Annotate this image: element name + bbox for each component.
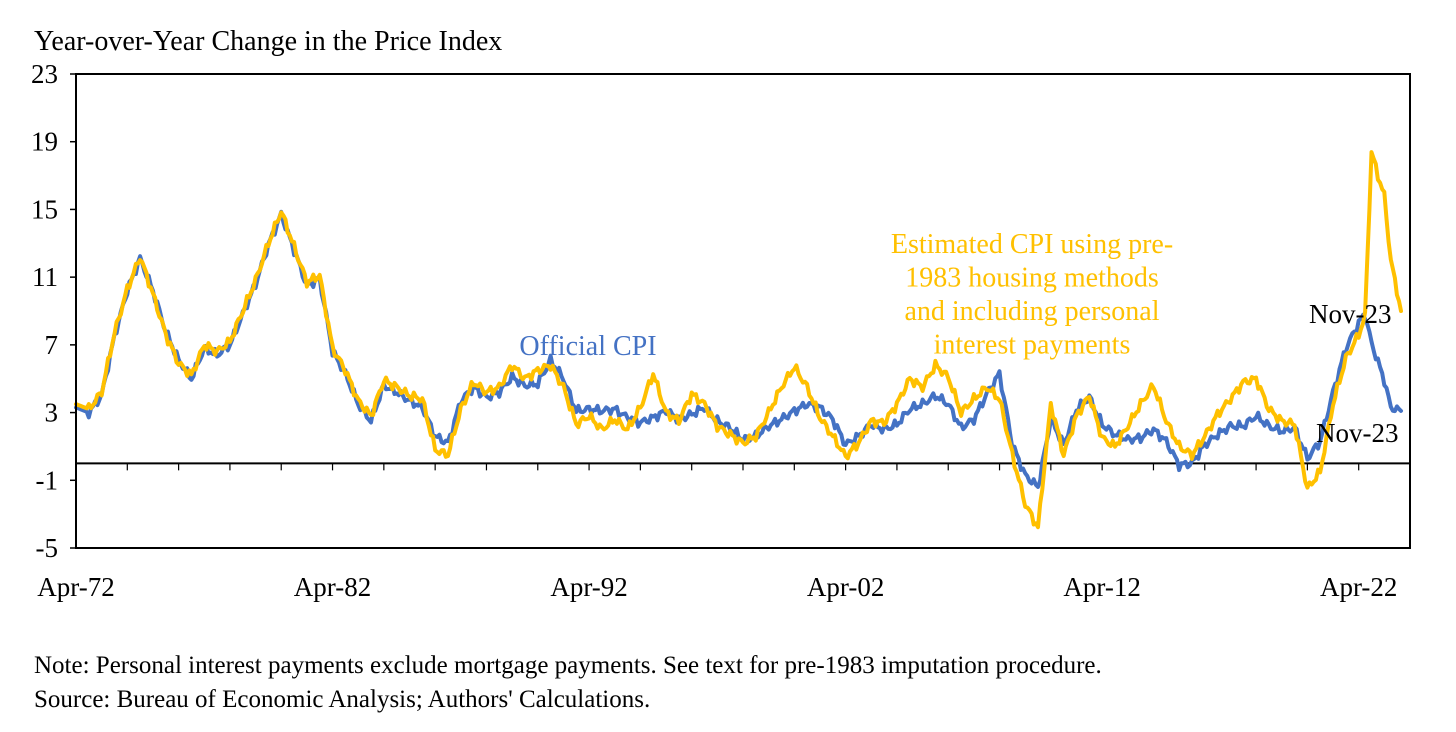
y-tick-label: -1: [36, 465, 59, 495]
annotation-estimated-cpi-line: Estimated CPI using pre-: [891, 229, 1173, 260]
y-tick-label: 23: [31, 59, 58, 89]
y-tick-label: 3: [45, 398, 59, 428]
annotation-nov23-estimated: Nov-23: [1309, 299, 1392, 329]
annotation-nov23-official: Nov-23: [1316, 418, 1399, 448]
y-tick-label: 19: [31, 127, 58, 157]
chart-title: Year-over-Year Change in the Price Index: [34, 26, 503, 57]
x-tick-label: Apr-12: [1063, 572, 1140, 602]
x-tick-label: Apr-22: [1320, 572, 1397, 602]
annotation-estimated-cpi-line: and including personal: [904, 296, 1159, 327]
annotation-estimated-cpi-line: 1983 housing methods: [905, 263, 1159, 294]
y-tick-label: 15: [31, 194, 58, 224]
y-tick-label: 7: [45, 330, 59, 360]
chart-note: Note: Personal interest payments exclude…: [34, 652, 1102, 679]
annotation-official-cpi: Official CPI: [519, 331, 656, 362]
x-tick-label: Apr-02: [807, 572, 884, 602]
y-tick-label: -5: [36, 533, 59, 563]
x-tick-label: Apr-82: [294, 572, 371, 602]
series-line-estimated-cpi: [74, 150, 1403, 530]
y-tick-label: 11: [32, 262, 58, 292]
x-tick-label: Apr-92: [550, 572, 627, 602]
chart-source: Source: Bureau of Economic Analysis; Aut…: [34, 686, 651, 713]
annotation-estimated-cpi-line: interest payments: [934, 330, 1131, 361]
x-tick-label: Apr-72: [37, 572, 114, 602]
plot-frame: [75, 73, 1411, 549]
